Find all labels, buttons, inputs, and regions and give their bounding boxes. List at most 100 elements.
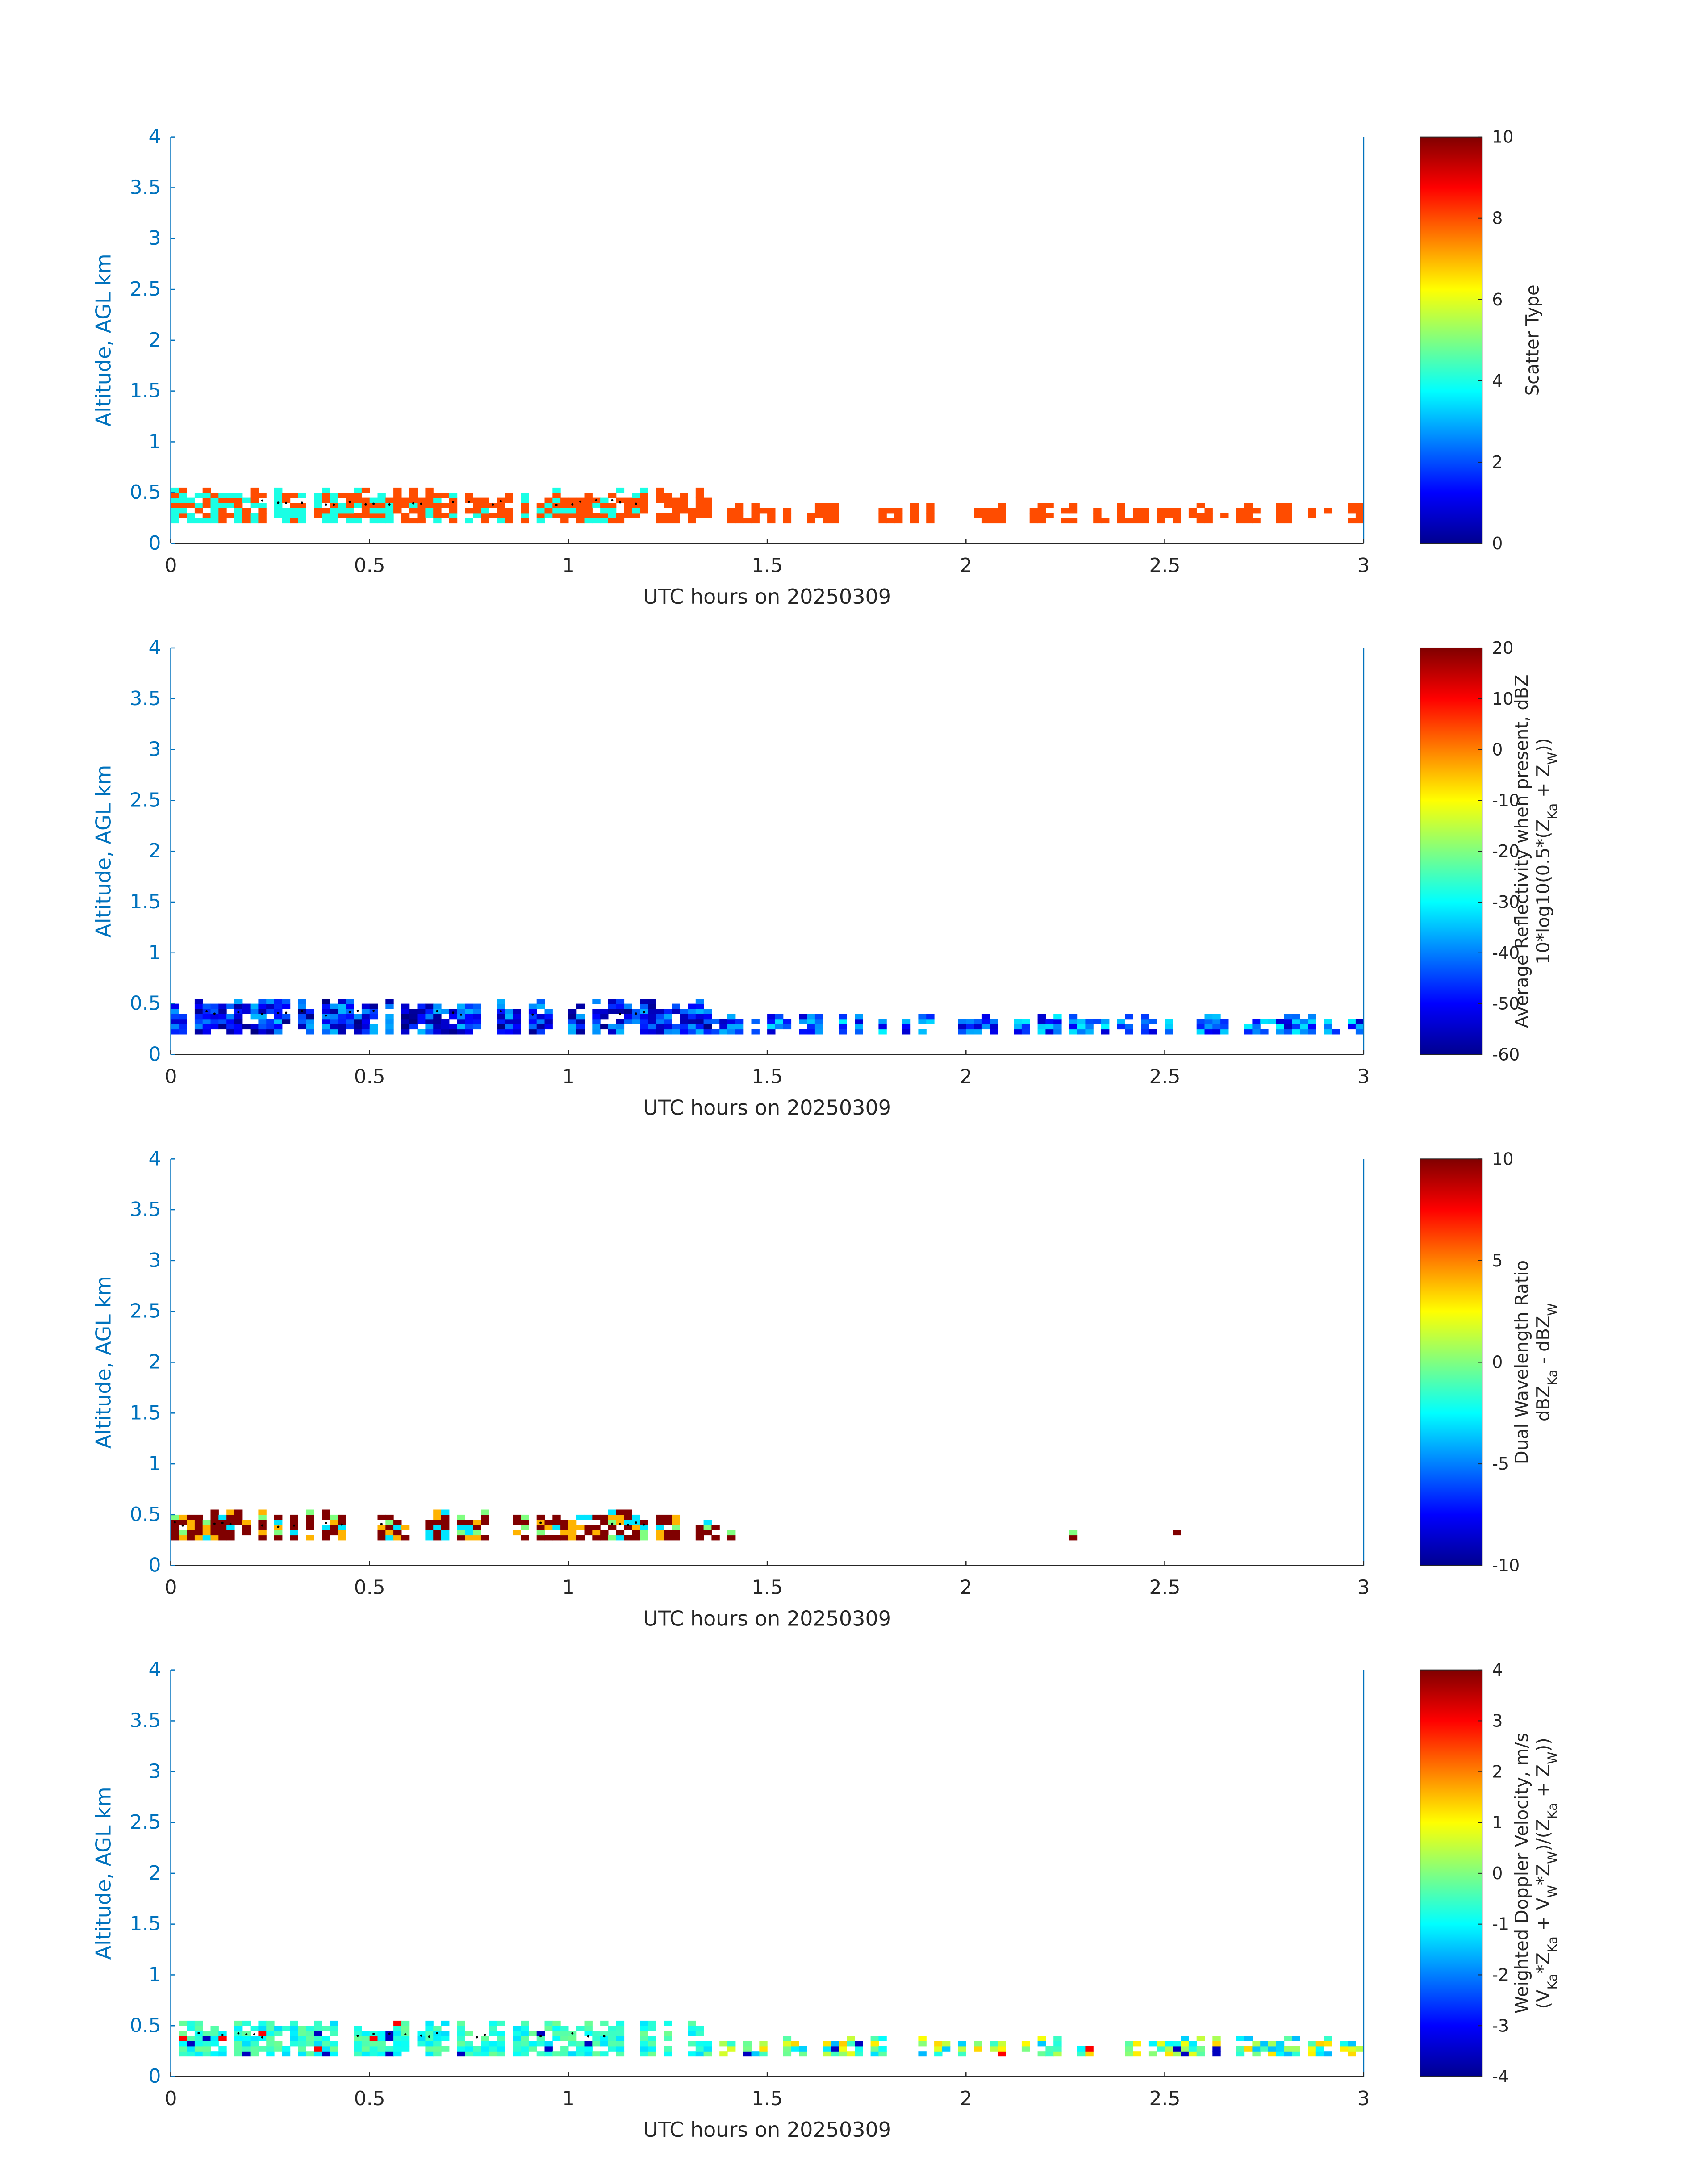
data-cell (544, 1014, 553, 1020)
colorbar-tick-label: 5 (1492, 1251, 1503, 1270)
data-cell (640, 1530, 648, 1536)
data-cell (346, 999, 354, 1004)
data-cell (1133, 513, 1141, 518)
data-cell (521, 2036, 529, 2041)
data-cell (449, 1014, 458, 1020)
data-cell (361, 508, 370, 514)
data-cell (361, 1024, 370, 1030)
data-cell (473, 1009, 481, 1014)
data-cell (703, 508, 712, 514)
data-cell (457, 1530, 465, 1536)
data-cell (457, 1525, 465, 1530)
y-tick-label: 4 (149, 125, 161, 148)
data-cell (202, 1019, 211, 1024)
data-cell (210, 1003, 219, 1009)
data-cell (632, 1535, 640, 1541)
data-cell (179, 487, 187, 493)
data-cell (417, 1009, 426, 1014)
data-cell (298, 508, 306, 514)
data-cell (1069, 1530, 1078, 1536)
data-cell (576, 497, 585, 503)
data-cell (902, 1024, 911, 1030)
data-cell (870, 2046, 879, 2052)
data-cell (258, 1014, 267, 1020)
data-cell (226, 1525, 235, 1530)
data-cell (664, 1014, 672, 1020)
data-cell (1188, 508, 1197, 514)
data-cell (409, 1019, 418, 1024)
data-cell (584, 493, 593, 498)
data-cell (393, 2041, 402, 2047)
data-cell (250, 513, 259, 518)
data-cell (521, 2041, 529, 2047)
data-cell (672, 513, 680, 518)
data-cell (465, 1014, 473, 1020)
data-cell (385, 2046, 394, 2052)
data-cell (608, 2031, 617, 2036)
trace-point (619, 501, 622, 504)
data-cell (831, 2041, 839, 2047)
data-cell (703, 2051, 712, 2057)
data-cell (179, 1530, 187, 1536)
subscript-text: W (1545, 752, 1560, 765)
data-cell (767, 1029, 776, 1035)
data-cell (1276, 1019, 1285, 1024)
x-tick-label: 0.5 (354, 1576, 385, 1599)
y-tick-label: 0 (149, 2065, 161, 2088)
data-cell (258, 513, 267, 518)
data-cell (1053, 1014, 1062, 1020)
data-cell (918, 1014, 927, 1020)
label-text: *Z (1533, 1864, 1554, 1885)
data-cell (1212, 2051, 1221, 2057)
data-cell (1292, 1014, 1300, 1020)
data-cell (361, 513, 370, 518)
data-cell (369, 503, 378, 508)
data-cell (234, 518, 243, 524)
data-cell (791, 2041, 799, 2047)
data-cell (505, 1029, 513, 1035)
label-text: (V (1533, 1989, 1554, 2009)
data-cell (695, 1019, 704, 1024)
data-cell (1101, 1029, 1110, 1035)
data-cell (751, 518, 760, 524)
data-cell (385, 1525, 394, 1530)
data-cell (377, 497, 386, 503)
data-cell (513, 2041, 521, 2047)
data-cell (314, 493, 322, 498)
data-cell (497, 2046, 505, 2052)
data-cell (449, 518, 458, 524)
data-cell (1355, 508, 1364, 514)
data-cell (457, 2041, 465, 2047)
data-cell (560, 1530, 569, 1536)
data-cell (1276, 1024, 1285, 1030)
data-cell (1220, 513, 1229, 518)
data-cell (688, 513, 696, 518)
y-tick-label: 0.5 (130, 2014, 161, 2037)
data-cell (330, 1009, 338, 1014)
data-cell (1276, 508, 1285, 514)
data-cell (695, 1530, 704, 1536)
data-cell (1101, 1024, 1110, 1030)
data-cell (640, 2031, 648, 2036)
trace-point (436, 2032, 438, 2035)
data-cell (664, 2036, 672, 2041)
data-cell (369, 2046, 378, 2052)
data-cell (1053, 2041, 1062, 2047)
data-cell (1300, 1024, 1308, 1030)
data-cell (258, 508, 267, 514)
data-cell (608, 1009, 617, 1014)
data-cell (1196, 1029, 1205, 1035)
data-cell (688, 508, 696, 514)
data-cell (457, 1520, 465, 1525)
data-cell (592, 1014, 601, 1020)
data-cell (401, 2046, 410, 2052)
data-cell (322, 2051, 330, 2057)
data-cell (393, 497, 402, 503)
data-cell (449, 493, 458, 498)
data-cell (1181, 2046, 1189, 2052)
data-cell (314, 503, 322, 508)
data-cell (449, 503, 458, 508)
data-cell (322, 518, 330, 524)
data-cell (202, 1014, 211, 1020)
data-cell (1236, 518, 1245, 524)
